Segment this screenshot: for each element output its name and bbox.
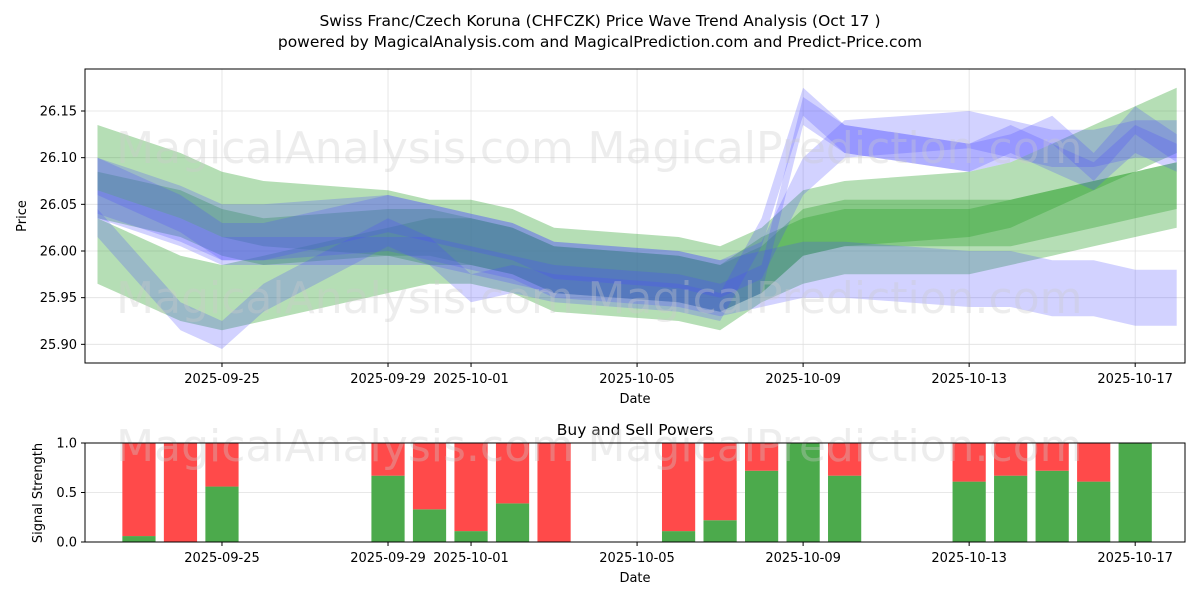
- signal-x-tick-label: 2025-09-25: [184, 551, 260, 566]
- sell-bar: [454, 443, 488, 532]
- signal-y-tick-label: 0.5: [56, 486, 77, 501]
- buy-bar: [412, 509, 447, 542]
- signal-x-tick-label: 2025-10-01: [433, 551, 509, 566]
- price-x-tick-label: 2025-09-25: [184, 372, 260, 387]
- signal-x-tick-label: 2025-10-13: [931, 551, 1007, 566]
- buy-bar: [454, 531, 488, 542]
- price-chart: MagicalAnalysis.com MagicalPrediction.co…: [15, 68, 1186, 407]
- watermark-analysis-bottom: MagicalAnalysis.com: [116, 421, 574, 472]
- figure-title: Swiss Franc/Czech Koruna (CHFCZK) Price …: [319, 12, 880, 30]
- sell-bar: [1077, 443, 1111, 482]
- signal-y-tick-label: 0.0: [56, 536, 77, 551]
- sell-bar: [371, 443, 405, 476]
- price-x-ticks: 2025-09-25 2025-09-29 2025-10-01 2025-10-05…: [184, 363, 1173, 387]
- buy-bar: [703, 520, 737, 542]
- signal-y-ticks: 0.0 0.5 1.0: [56, 437, 85, 551]
- buy-bar: [828, 475, 862, 542]
- price-band-blue: [97, 111, 1177, 298]
- price-y-tick-label: 25.90: [40, 338, 77, 353]
- sell-bar: [828, 443, 862, 476]
- watermark-analysis-mid: MagicalAnalysis.com: [116, 273, 574, 324]
- buy-bar: [745, 470, 779, 542]
- buy-bar: [952, 481, 986, 542]
- signal-x-ticks: 2025-09-25 2025-09-29 2025-10-01 2025-10-05…: [184, 542, 1173, 566]
- price-plot-area: [85, 69, 1185, 363]
- price-x-tick-label: 2025-10-01: [433, 372, 509, 387]
- sell-bar: [661, 443, 696, 532]
- price-band-green: [97, 162, 1177, 331]
- watermark-prediction-top: MagicalPrediction.com: [588, 123, 1083, 174]
- price-x-tick-label: 2025-09-29: [350, 372, 426, 387]
- price-y-tick-label: 26.10: [40, 151, 77, 166]
- price-y-tick-label: 26.05: [40, 198, 77, 213]
- price-band-green: [97, 162, 1177, 312]
- signal-x-tick-label: 2025-10-17: [1097, 551, 1173, 566]
- price-band-blue: [97, 157, 1177, 326]
- signal-chart: Buy and Sell Powers MagicalAnalysis.com …: [31, 421, 1186, 586]
- signal-y-axis-label: Signal Strength: [31, 443, 46, 543]
- sell-bar: [703, 443, 737, 521]
- price-band-blue: [97, 97, 1177, 312]
- buy-bar: [994, 475, 1028, 542]
- buy-bar: [786, 443, 820, 542]
- signal-x-axis-label: Date: [619, 571, 650, 586]
- price-band-blue: [97, 87, 1177, 349]
- buy-bar: [205, 486, 239, 542]
- signal-x-tick-label: 2025-09-29: [350, 551, 426, 566]
- figure-subtitle: powered by MagicalAnalysis.com and Magic…: [278, 33, 922, 51]
- signal-x-tick-label: 2025-10-05: [599, 551, 675, 566]
- price-x-axis-label: Date: [619, 392, 650, 407]
- buy-bar: [122, 536, 156, 542]
- buy-bar: [661, 531, 696, 542]
- sell-bar: [994, 443, 1028, 476]
- buy-bar: [1118, 443, 1152, 542]
- sell-bar: [952, 443, 986, 482]
- price-y-tick-label: 26.15: [40, 105, 77, 120]
- price-y-tick-label: 25.95: [40, 291, 77, 306]
- sell-bar: [122, 443, 156, 537]
- signal-bars: [122, 443, 1152, 542]
- price-bands: [97, 87, 1177, 349]
- price-grid: [85, 69, 1185, 363]
- sell-bar: [495, 443, 530, 504]
- price-x-tick-label: 2025-10-09: [765, 372, 841, 387]
- sell-bar: [1035, 443, 1069, 471]
- buy-bar: [371, 475, 405, 542]
- sell-bar: [537, 443, 571, 542]
- watermark-prediction-mid: MagicalPrediction.com: [588, 273, 1083, 324]
- price-x-tick-label: 2025-10-05: [599, 372, 675, 387]
- buy-bar: [1035, 470, 1069, 542]
- sell-bar: [205, 443, 239, 487]
- sell-bar: [745, 443, 779, 471]
- price-y-tick-label: 26.00: [40, 245, 77, 260]
- buy-bar: [495, 503, 530, 542]
- price-x-tick-label: 2025-10-17: [1097, 372, 1173, 387]
- sell-bar: [163, 443, 198, 542]
- price-y-ticks: 25.90 25.95 26.00 26.05 26.10 26.15: [40, 105, 85, 353]
- watermark-prediction-bottom: MagicalPrediction.com: [588, 421, 1083, 472]
- signal-y-tick-label: 1.0: [56, 437, 77, 452]
- price-y-axis-label: Price: [15, 200, 30, 232]
- price-x-tick-label: 2025-10-13: [931, 372, 1007, 387]
- buy-bar: [1077, 481, 1111, 542]
- watermark-analysis-top: MagicalAnalysis.com: [116, 123, 574, 174]
- signal-x-tick-label: 2025-10-09: [765, 551, 841, 566]
- sell-bar: [412, 443, 447, 510]
- price-band-green: [97, 87, 1177, 312]
- signal-chart-title: Buy and Sell Powers: [557, 421, 714, 439]
- price-plot-frame: [84, 68, 1186, 364]
